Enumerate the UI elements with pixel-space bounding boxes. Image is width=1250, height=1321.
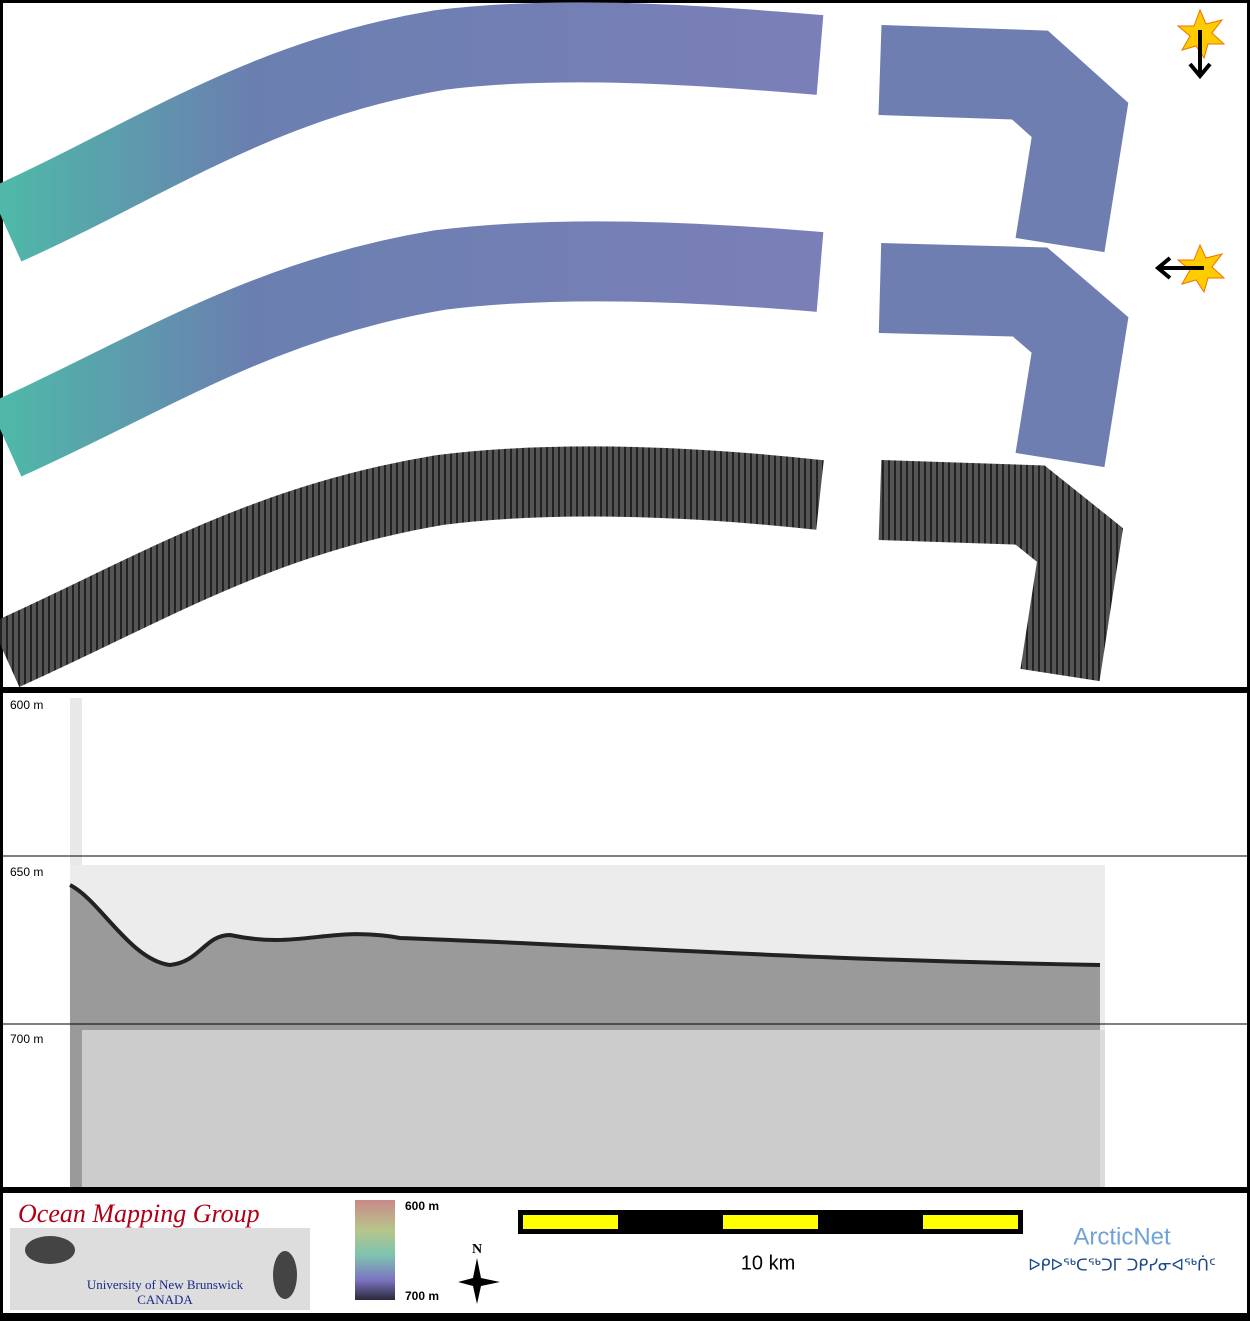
scale-segment	[723, 1215, 818, 1229]
partner-syllabics: ᐅᑭᐅᖅᑕᖅᑐᒥ ᑐᑭᓯᓂᐊᖅᑏᑦ	[1028, 1256, 1216, 1275]
scale-segment	[923, 1215, 1018, 1229]
swath-backscatter	[0, 446, 1124, 687]
logo-university: University of New Brunswick	[87, 1277, 244, 1292]
scale-label: 10 km	[741, 1252, 795, 1274]
color-bar-label: 700 m	[405, 1289, 439, 1303]
sun-north	[1176, 8, 1226, 80]
depth-label: 650 m	[10, 865, 43, 879]
swath-hillshade-west	[0, 221, 1129, 477]
north-label: N	[472, 1242, 482, 1257]
depth-label: 600 m	[10, 698, 43, 712]
partner-name: ArcticNet	[1073, 1223, 1171, 1250]
logo-shape	[25, 1236, 75, 1264]
sun-east	[1154, 243, 1226, 294]
seafloor	[69, 883, 1101, 968]
logo-country: CANADA	[137, 1292, 193, 1307]
north-arrow	[458, 1258, 500, 1304]
logo-title: Ocean Mapping Group	[18, 1199, 260, 1228]
scale-segment	[523, 1215, 618, 1229]
color-bar	[355, 1200, 395, 1300]
color-bar-label: 600 m	[405, 1199, 439, 1213]
deep-return	[82, 1030, 1105, 1187]
swath-hillshade-north	[0, 2, 1129, 262]
logo-shape	[273, 1251, 297, 1299]
depth-label: 700 m	[10, 1032, 43, 1046]
